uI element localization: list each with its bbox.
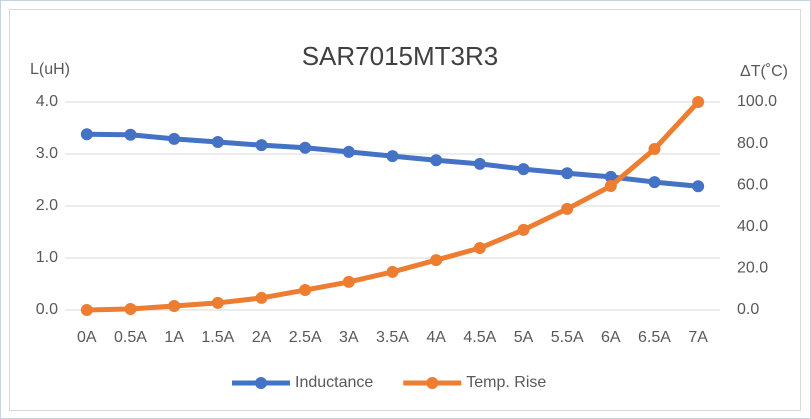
x-tick-label: 1A	[164, 329, 184, 346]
y2-tick-label: 0.0	[737, 301, 759, 318]
y2-tick-label: 100.0	[737, 93, 777, 110]
y-tick-label: 4.0	[36, 93, 58, 110]
chart-title: SAR7015MT3R3	[302, 41, 499, 71]
x-tick-label: 0A	[77, 329, 97, 346]
y-tick-label: 0.0	[36, 301, 58, 318]
data-point	[255, 291, 268, 304]
y2-tick-label: 60.0	[737, 176, 768, 193]
data-point	[604, 170, 617, 183]
x-tick-label: 7A	[688, 329, 708, 346]
data-point	[648, 176, 661, 189]
data-point	[211, 296, 224, 309]
legend-marker	[426, 377, 439, 389]
x-tick-label: 5.5A	[551, 329, 584, 346]
y2-tick-label: 40.0	[737, 218, 768, 235]
data-point	[561, 167, 574, 180]
legend-label: Temp. Rise	[466, 374, 546, 391]
data-point	[604, 180, 617, 193]
data-point	[124, 128, 137, 141]
x-tick-label: 4A	[426, 329, 446, 346]
y2-axis-label: ΔT(˚C)	[740, 63, 788, 80]
y-axis-label: L(uH)	[30, 61, 70, 78]
y-tick-label: 3.0	[36, 145, 58, 162]
chart-frame	[9, 9, 801, 411]
x-tick-label: 0.5A	[114, 329, 147, 346]
x-tick-label: 4.5A	[463, 329, 496, 346]
data-point	[342, 145, 355, 158]
legend-marker	[255, 377, 267, 389]
x-tick-label: 1.5A	[201, 329, 234, 346]
y-tick-label: 1.0	[36, 249, 58, 266]
data-point	[168, 132, 181, 145]
data-point	[80, 304, 93, 316]
data-point	[299, 141, 312, 154]
data-point	[692, 180, 705, 193]
data-point	[517, 223, 530, 236]
data-point	[124, 302, 137, 315]
x-tick-label: 5A	[514, 329, 534, 346]
y-tick-label: 2.0	[36, 197, 58, 214]
y2-tick-label: 20.0	[737, 260, 768, 277]
data-point	[517, 163, 530, 176]
x-tick-label: 2A	[252, 329, 272, 346]
data-point	[211, 136, 224, 149]
x-tick-label: 3.5A	[376, 329, 409, 346]
y2-tick-label: 80.0	[737, 135, 768, 152]
data-point	[430, 254, 443, 267]
data-point	[168, 300, 181, 313]
x-tick-label: 2.5A	[289, 329, 322, 346]
legend-label: Inductance	[295, 374, 373, 391]
data-point	[430, 154, 443, 167]
x-tick-label: 3A	[339, 329, 359, 346]
data-point	[342, 275, 355, 288]
data-point	[80, 128, 93, 141]
x-tick-label: 6A	[601, 329, 621, 346]
data-point	[386, 150, 399, 163]
data-point	[386, 265, 399, 278]
x-tick-label: 6.5A	[638, 329, 671, 346]
data-point	[255, 139, 268, 152]
data-point	[473, 157, 486, 170]
data-point	[692, 96, 705, 108]
data-point	[561, 202, 574, 215]
data-point	[648, 143, 661, 156]
data-point	[473, 242, 486, 255]
data-point	[299, 284, 312, 297]
